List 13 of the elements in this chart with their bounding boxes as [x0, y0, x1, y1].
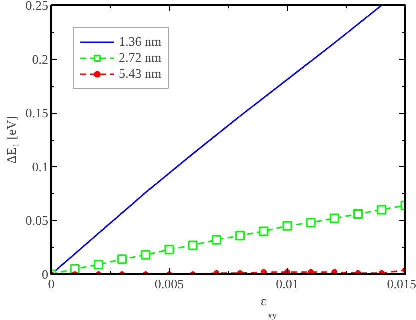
- y-tick-label: 0.1: [32, 159, 48, 174]
- legend-label: 1.36 nm: [119, 34, 162, 50]
- y-tick-label: 0.25: [26, 0, 48, 13]
- x-tick-label: 0.005: [154, 276, 184, 292]
- y-tick-label: 0: [42, 267, 48, 282]
- legend-label: 5.43 nm: [119, 66, 162, 82]
- legend-label: 2.72 nm: [119, 50, 162, 66]
- x-tick-label: 0.015: [387, 276, 416, 292]
- y-axis-title: ΔE₁ [eV]: [4, 116, 19, 164]
- y-tick-label: 0.05: [26, 213, 48, 228]
- y-tick-label: 0.15: [26, 106, 48, 121]
- x-tick-label: 0.01: [276, 276, 299, 292]
- y-tick-label: 0.2: [32, 52, 48, 67]
